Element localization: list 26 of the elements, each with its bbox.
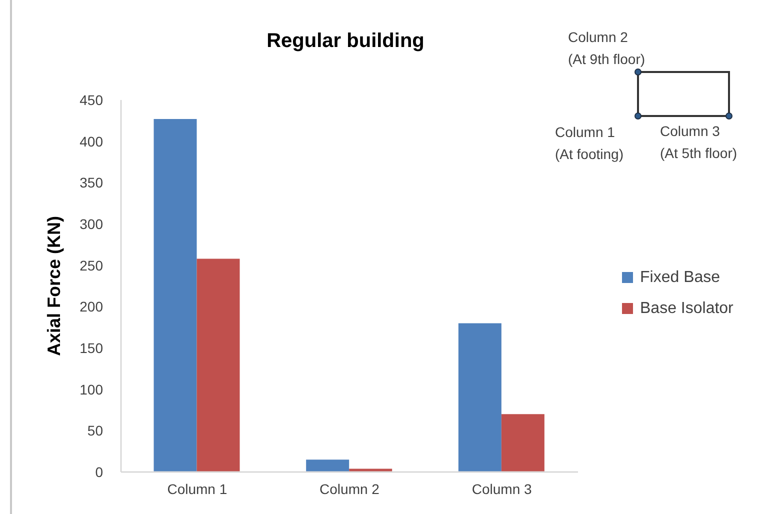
text: Column 3 (At 5th floor) xyxy=(660,123,738,161)
x-tick-label: Column 2 xyxy=(320,480,380,497)
x-tick-label: Column 3 xyxy=(472,480,532,497)
x-tick-label: Column 1 xyxy=(167,480,228,497)
text: Column 2 (At 9th floor) xyxy=(568,29,646,67)
y-tick-label: 100 xyxy=(80,381,104,398)
y-tick-label: 350 xyxy=(80,174,104,191)
y-axis-title: Axial Force (KN) xyxy=(44,216,64,356)
y-tick-label: 400 xyxy=(80,133,104,150)
bar xyxy=(154,119,197,472)
bar xyxy=(501,414,544,472)
y-tick-label: 0 xyxy=(95,464,104,480)
bar xyxy=(458,323,502,472)
annotation: Column 1 (At footing) xyxy=(555,124,624,162)
bar xyxy=(196,258,240,472)
legend-label: Base Isolator xyxy=(640,300,734,318)
chart-title: Regular building xyxy=(266,30,424,52)
bar xyxy=(306,460,350,472)
y-tick-label: 150 xyxy=(80,340,104,356)
y-tick-label: 50 xyxy=(87,422,104,439)
y-tick-label: 300 xyxy=(80,216,104,232)
bar xyxy=(349,468,392,472)
y-tick-label: 200 xyxy=(80,298,104,315)
legend-label: Fixed Base xyxy=(640,268,720,286)
y-tick-label: 250 xyxy=(80,257,104,274)
y-tick-label: 450 xyxy=(80,92,104,108)
